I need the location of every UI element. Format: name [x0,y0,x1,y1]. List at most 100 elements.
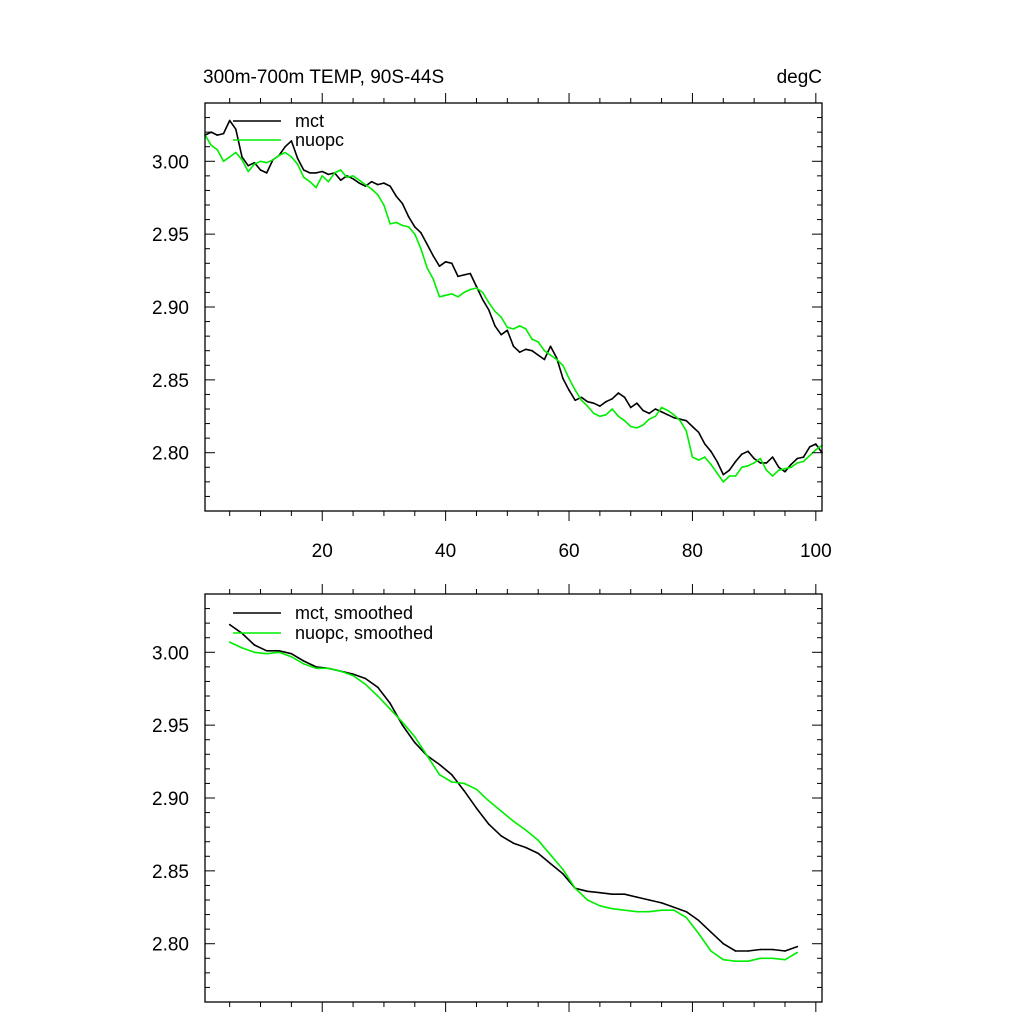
data-point-nuopc [518,325,521,327]
data-point-mct [265,650,268,652]
data-point-nuopc [549,854,552,856]
data-point-mct [235,128,237,130]
data-point-nuopc [790,466,792,469]
data-point-nuopc [321,175,324,177]
data-point-nuopc [623,909,626,911]
data-point-mct [216,134,219,136]
data-point-mct [611,398,613,400]
x-tick-label: 40 [435,541,456,562]
data-point-mct [673,906,675,909]
legend-label: nuopc, smoothed [295,623,433,643]
data-point-nuopc [315,186,317,189]
data-point-mct [734,950,737,952]
data-point-mct [784,950,786,952]
data-point-mct [494,325,496,327]
data-point-mct [506,329,509,332]
data-point-mct [339,179,342,181]
data-point-nuopc [457,296,459,298]
data-point-nuopc [531,338,533,340]
data-point-mct [543,358,546,361]
data-point-nuopc [438,773,441,776]
data-point-nuopc [210,144,212,147]
data-point-nuopc [525,328,527,330]
data-point-nuopc [784,467,786,470]
data-point-mct [691,425,694,428]
data-point-mct [759,462,762,464]
data-point-mct [488,309,490,311]
data-point-mct [537,852,539,855]
data-point-nuopc [259,160,262,163]
data-point-nuopc [290,156,293,158]
data-point-nuopc [339,169,342,171]
data-point-mct [574,399,576,402]
data-point-nuopc [315,667,317,670]
data-point-mct [592,402,595,405]
data-point-mct [407,215,410,218]
data-point-nuopc [228,156,231,158]
data-point-mct [302,169,305,171]
data-point-nuopc [623,419,626,422]
data-point-nuopc [747,465,749,467]
data-point-mct [265,172,268,174]
data-point-mct [438,265,441,268]
data-point-nuopc [228,641,231,643]
data-point-mct [716,460,718,463]
y-tick-label: 2.90 [152,298,189,319]
y-tick-label: 2.80 [152,935,189,956]
data-point-mct [654,408,657,410]
data-point-nuopc [346,176,348,179]
data-point-mct [253,161,256,164]
data-point-nuopc [537,839,539,842]
data-point-nuopc [716,472,718,474]
data-point-nuopc [451,293,453,295]
data-point-mct [599,891,601,894]
data-point-nuopc [734,475,737,477]
data-point-nuopc [296,163,299,165]
units-label: degC [777,67,822,88]
data-point-mct [611,893,613,895]
y-tick-label: 2.85 [152,862,189,883]
data-point-nuopc [759,957,762,960]
data-point-mct [296,157,299,160]
data-point-nuopc [444,294,447,297]
data-point-mct [697,431,700,434]
data-point-mct [222,132,225,135]
chart-title: 300m-700m TEMP, 90S-44S [203,67,444,88]
y-tick-label: 2.95 [152,716,189,737]
plot-frame [204,593,823,1003]
data-point-nuopc [617,415,620,418]
data-point-mct [660,411,663,413]
data-point-nuopc [642,424,644,426]
data-point-nuopc [685,916,688,919]
data-point-nuopc [710,463,712,466]
data-point-mct [685,910,688,913]
y-tick-label: 3.00 [152,152,189,173]
data-point-mct [586,890,589,893]
plot-frame [204,102,823,512]
data-point-mct [290,652,293,655]
data-point-mct [549,345,552,348]
data-point-nuopc [562,868,564,871]
data-point-mct [278,650,280,652]
data-point-mct [228,119,231,122]
data-point-mct [395,195,398,198]
top-panel: 300m-700m TEMP, 90S-44S degC 2.80 2.85 2.9… [152,67,832,562]
data-point-nuopc [808,454,811,457]
data-point-mct [697,919,700,922]
data-point-mct [784,470,786,473]
data-point-nuopc [568,377,570,380]
data-point-mct [401,724,404,726]
data-point-mct [321,170,324,173]
x-tick-label: 80 [682,541,703,562]
data-point-nuopc [506,326,509,329]
data-point-nuopc [697,459,700,461]
y-tick-label: 2.95 [152,225,189,246]
data-point-mct [451,262,453,265]
data-point-mct [771,456,774,458]
data-point-nuopc [722,481,725,483]
data-point-mct [401,202,404,205]
data-point-mct [710,931,712,933]
data-point-nuopc [784,958,786,961]
data-point-nuopc [432,278,435,281]
